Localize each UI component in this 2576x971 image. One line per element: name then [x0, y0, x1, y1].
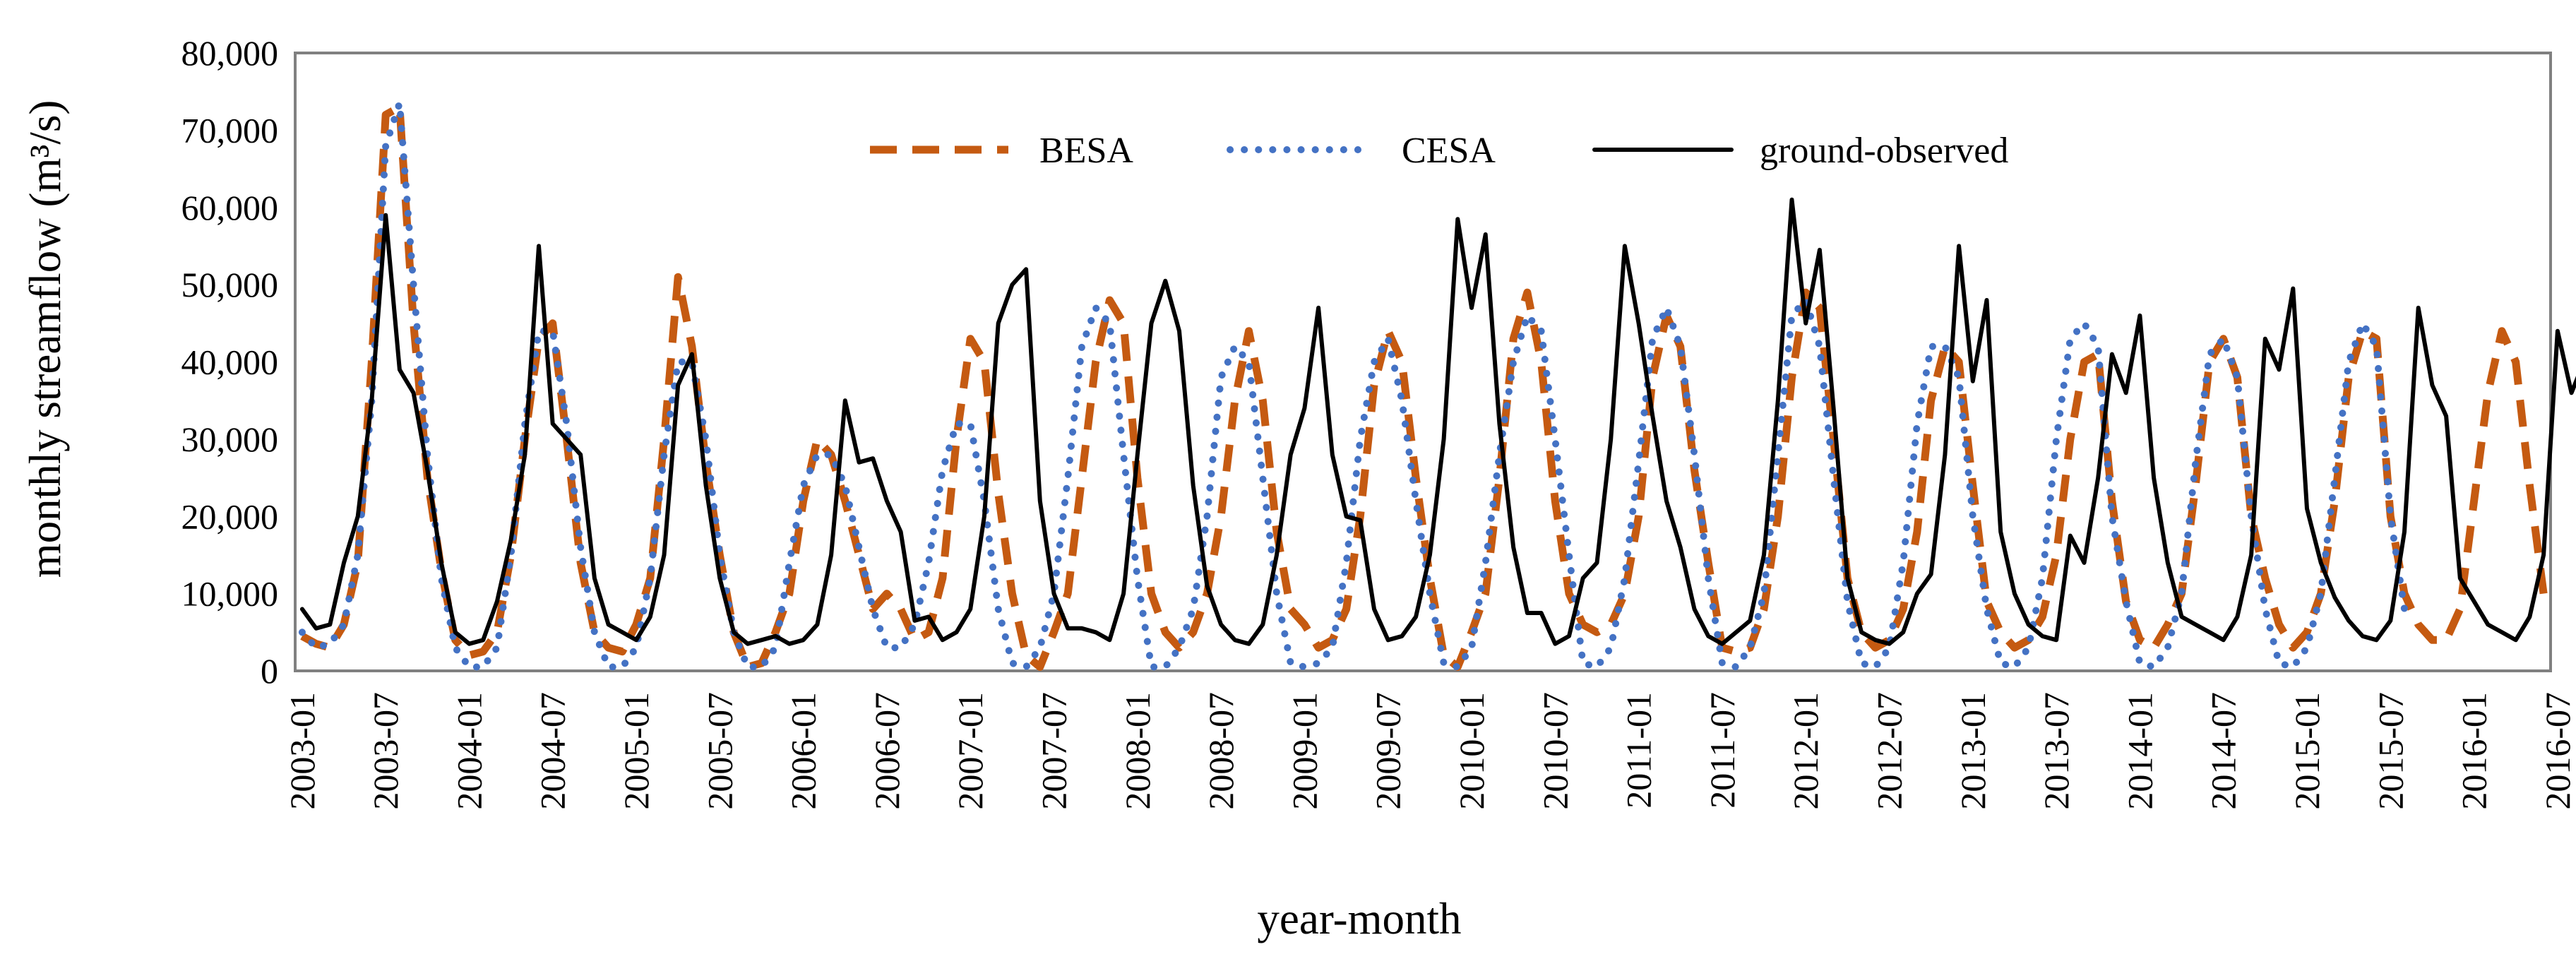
- x-tick-label: 2009-01: [1284, 692, 1324, 810]
- x-tick-label: 2015-01: [2287, 692, 2327, 810]
- x-tick-label: 2005-01: [616, 692, 656, 810]
- x-tick-label: 2007-01: [950, 692, 990, 810]
- x-tick-label: 2013-01: [1953, 692, 1993, 810]
- x-tick-label: 2003-07: [366, 692, 405, 810]
- x-tick-label: 2016-01: [2455, 692, 2494, 810]
- y-tick-label: 30,000: [181, 419, 279, 459]
- x-tick-label: 2011-07: [1703, 692, 1742, 809]
- x-tick-label: 2006-01: [784, 692, 823, 810]
- y-tick-label: 10,000: [181, 574, 279, 614]
- y-tick-label: 70,000: [181, 110, 279, 150]
- x-tick-label: 2010-07: [1535, 692, 1575, 810]
- x-tick-label: 2007-07: [1034, 692, 1074, 810]
- x-tick-label: 2005-07: [700, 692, 739, 810]
- legend-label-cesa: CESA: [1402, 131, 1496, 171]
- x-tick-label: 2015-07: [2371, 692, 2410, 810]
- plot-area-frame: [294, 52, 2552, 672]
- y-tick-label: 20,000: [181, 496, 279, 536]
- x-tick-label: 2016-07: [2538, 692, 2576, 810]
- x-tick-label: 2012-07: [1869, 692, 1909, 810]
- x-tick-label: 2006-07: [867, 692, 907, 810]
- x-tick-label: 2014-01: [2120, 692, 2159, 810]
- y-tick-label: 40,000: [181, 342, 279, 382]
- y-tick-label: 50,000: [181, 265, 279, 304]
- y-tick-label: 0: [261, 651, 278, 691]
- x-tick-label: 2003-01: [282, 692, 322, 810]
- x-tick-label: 2008-07: [1201, 692, 1241, 810]
- x-tick-label: 2008-01: [1118, 692, 1157, 810]
- x-axis-label: year-month: [1257, 894, 1461, 943]
- x-tick-label: 2011-01: [1619, 692, 1659, 809]
- legend-label-ground-observed: ground-observed: [1760, 131, 2008, 171]
- x-tick-label: 2009-07: [1368, 692, 1408, 810]
- y-axis-label: monthly streamflow (m³/s): [20, 100, 70, 578]
- x-tick-label: 2004-07: [533, 692, 573, 810]
- series-line-ground-observed: [299, 197, 2576, 646]
- legend-label-besa: BESA: [1039, 131, 1133, 171]
- y-tick-label: 60,000: [181, 188, 279, 227]
- y-tick-label: 80,000: [181, 33, 279, 73]
- x-tick-label: 2010-01: [1452, 692, 1491, 810]
- legend: BESA CESA ground-observed: [870, 131, 2008, 171]
- x-tick-label: 2012-01: [1786, 692, 1825, 810]
- x-tick-label: 2014-07: [2204, 692, 2243, 810]
- series-line-cesa: [298, 100, 2408, 671]
- x-tick-label: 2013-07: [2037, 692, 2076, 810]
- x-tick-label: 2004-01: [449, 692, 489, 810]
